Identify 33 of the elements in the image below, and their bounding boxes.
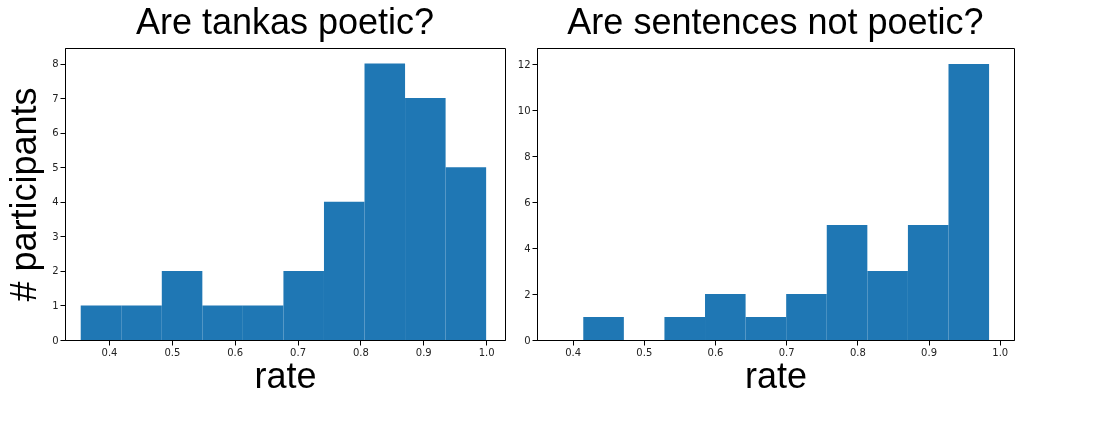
x-tick-label: 1.0 [478, 346, 495, 358]
y-tick-label: 6 [52, 127, 59, 139]
x-tick-label: 0.4 [565, 346, 582, 358]
x-tick-label: 0.7 [290, 346, 307, 358]
y-tick-label: 10 [517, 104, 531, 116]
y-tick-label: 3 [52, 230, 59, 242]
y-tick-label: 4 [52, 196, 59, 208]
y-tick-label: 8 [524, 150, 531, 162]
y-tick-label: 6 [524, 196, 531, 208]
y-tick-label: 2 [52, 265, 59, 277]
x-tick-label: 0.9 [415, 346, 432, 358]
x-tick-label: 0.5 [164, 346, 181, 358]
x-tick-label: 0.7 [778, 346, 795, 358]
y-tick-label: 5 [52, 161, 59, 173]
y-axis-title: # participants [3, 87, 45, 302]
chart-title: Are sentences not poetic? [567, 1, 984, 42]
x-tick-label: 0.5 [636, 346, 653, 358]
x-tick-label: 0.4 [101, 346, 118, 358]
chart-title: Are tankas poetic? [135, 1, 435, 42]
x-tick-label: 0.8 [352, 346, 369, 358]
y-tick-label: 0 [524, 334, 531, 346]
y-tick-label: 0 [52, 334, 59, 346]
y-tick-label: 7 [52, 92, 59, 104]
x-tick-label: 1.0 [992, 346, 1009, 358]
y-tick-label: 1 [52, 299, 59, 311]
x-tick-label: 0.6 [227, 346, 244, 358]
y-tick-label: 2 [524, 288, 531, 300]
y-tick-label: 8 [52, 58, 59, 70]
x-tick-label: 0.9 [921, 346, 938, 358]
x-tick-label: 0.8 [849, 346, 866, 358]
y-tick-label: 12 [517, 58, 531, 70]
x-tick-label: 0.6 [707, 346, 724, 358]
y-tick-label: 4 [524, 242, 531, 254]
